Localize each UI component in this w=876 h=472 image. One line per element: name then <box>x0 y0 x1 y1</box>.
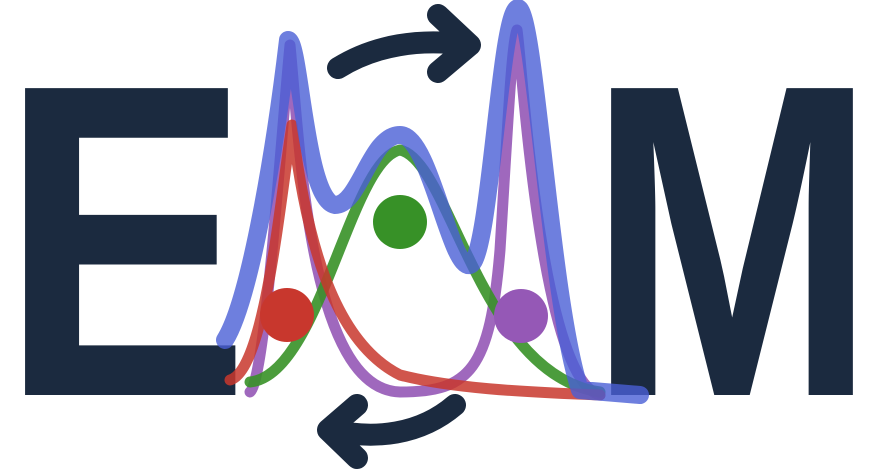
red-dot <box>260 288 314 342</box>
purple-dot <box>494 289 548 343</box>
cycle-arrows <box>317 4 481 469</box>
letter-e: E <box>0 0 250 472</box>
red-curve <box>224 119 606 401</box>
top-arrow <box>327 4 481 83</box>
mixture-curve <box>216 0 649 404</box>
green-dot <box>373 195 427 249</box>
distributions <box>216 0 649 404</box>
bottom-arrow <box>317 394 466 469</box>
